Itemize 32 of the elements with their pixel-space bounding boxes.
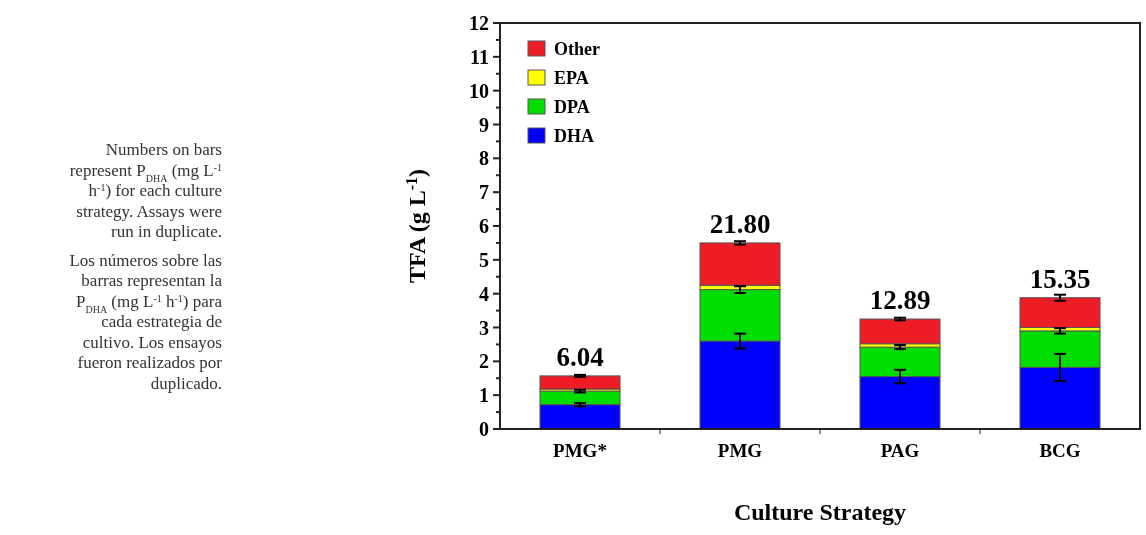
y-tick-label: 10 [469,79,489,102]
y-tick-label: 8 [479,147,489,170]
y-tick-label: 6 [479,215,489,237]
y-tick-label: 1 [479,384,489,407]
y-tick-label: 0 [479,418,489,440]
legend-label: DHA [554,126,594,147]
x-tick-label: PAG [880,440,920,461]
y-tick-label: 9 [479,113,489,136]
x-tick-label: PMG [717,440,763,461]
text: Los números sobre las barras representan la P$_{DHA}$ (mg L$^{-1}$ h$^{-1}$) para cada estrategia de cultivo. Los ensayos fueron realizados por duplicado. [69,250,222,393]
x-tick-label: BCG [1039,440,1081,461]
bar [859,318,941,345]
y-tick-label: 4 [479,282,489,305]
y-tick-label: 5 [479,248,489,271]
annotation: 6.04 [556,341,604,372]
legend-label: EPA [554,68,589,89]
annotation: 21.80 [709,208,771,239]
annotation: 12.89 [869,285,931,316]
bar [1019,297,1101,328]
text: Numbers on bars represent P$_{DHA}$ (mg L$^{-1}$ h$^{-1}$) for each culture strategy. Assays were run in duplicate. [69,140,222,241]
y-tick-label: 12 [469,12,489,34]
bar [539,375,621,390]
y-tick-label: 11 [470,45,489,68]
y-tick-label: 2 [479,350,489,373]
legend-label: DPA [554,97,590,118]
y-tick-label: 3 [479,316,489,339]
bar [699,242,781,286]
y-tick-label: 7 [479,181,489,204]
x-tick-label: PMG* [553,440,607,461]
legend-label: Other [554,39,600,60]
x-axis-title: Culture Strategy [733,499,907,525]
annotation: 15.35 [1029,263,1091,294]
